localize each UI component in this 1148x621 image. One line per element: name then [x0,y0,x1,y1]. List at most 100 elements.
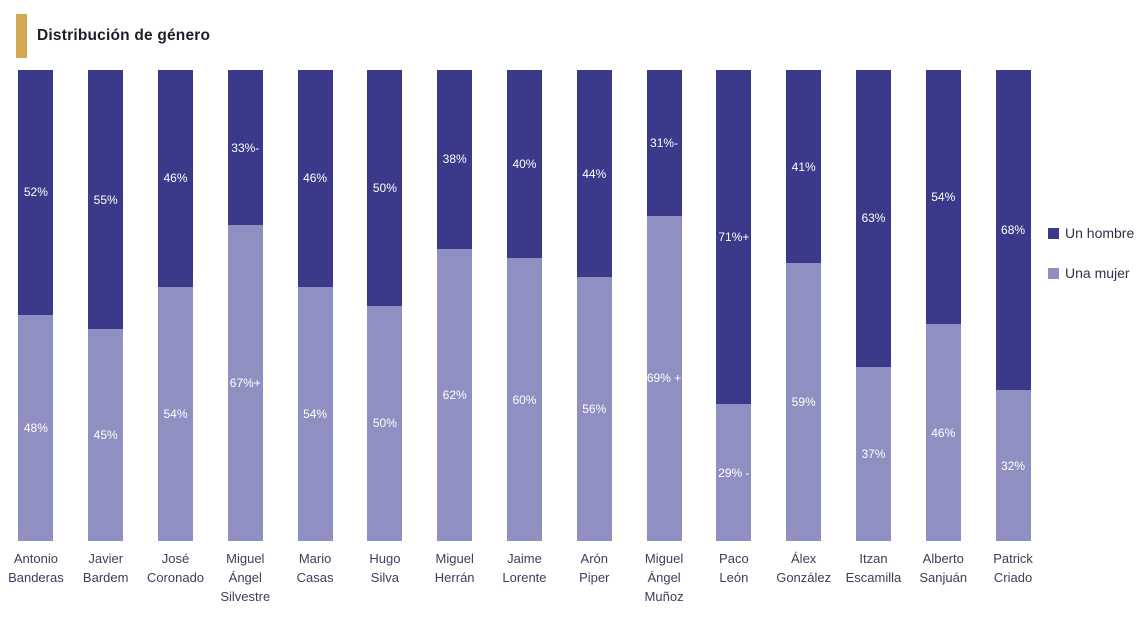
stacked-bar[interactable]: 55% 45% [88,70,124,541]
category-label: Patrick Criado [993,551,1033,585]
segment-value-label: 46% [303,171,328,186]
category-label: Alberto Sanjuán [919,551,968,585]
segment-value-label: 68% [1001,223,1026,238]
bar-column: 50% 50% [350,70,420,541]
segment-una-mujer[interactable]: 67%+ [227,225,263,541]
stacked-bar[interactable]: 46% 54% [297,70,333,541]
segment-un-hombre[interactable]: 46% [297,70,333,287]
segment-una-mujer[interactable]: 62% [437,248,473,541]
segment-value-label: 46% [931,425,956,440]
bar-column: 44% 56% [559,70,629,541]
stacked-bar[interactable]: 38% 62% [437,70,473,541]
segment-un-hombre[interactable]: 50% [367,70,403,306]
segment-una-mujer[interactable]: 45% [88,329,124,541]
bar-column: 41% 59% [769,70,839,541]
segment-value-label: 50% [372,416,397,431]
segment-un-hombre[interactable]: 71%+ [716,70,752,405]
segment-un-hombre[interactable]: 38% [437,70,473,249]
category-label: Miguel Ángel Silvestre [220,551,271,604]
segment-una-mujer[interactable]: 54% [157,286,193,541]
category-label: Itzan Escamilla [845,551,902,585]
stacked-bar[interactable]: 46% 54% [157,70,193,541]
segment-una-mujer[interactable]: 60% [506,258,542,541]
segment-un-hombre[interactable]: 33%- [227,70,263,226]
segment-una-mujer[interactable]: 48% [18,314,54,541]
segment-un-hombre[interactable]: 31%- [646,70,682,216]
segment-value-label: 40% [512,157,537,172]
stacked-bar[interactable]: 63% 37% [855,70,891,541]
bar-column: 68% 32% [978,70,1048,541]
segment-value-label: 62% [442,387,467,402]
stacked-bar[interactable]: 31%- 69% + [646,70,682,541]
segment-una-mujer[interactable]: 32% [995,390,1031,541]
segment-value-label: 63% [861,211,886,226]
segment-un-hombre[interactable]: 63% [855,70,891,367]
segment-value-label: 71%+ [718,230,750,245]
bar-column: 63% 37% [839,70,909,541]
segment-una-mujer[interactable]: 37% [855,366,891,541]
segment-value-label: 31%- [650,136,679,150]
segment-una-mujer[interactable]: 29% - [716,404,752,541]
segment-un-hombre[interactable]: 68% [995,70,1031,391]
legend-item-una-mujer[interactable]: Una mujer [1048,265,1134,281]
segment-una-mujer[interactable]: 56% [576,277,612,541]
stacked-bar[interactable]: 40% 60% [506,70,542,541]
stacked-bar[interactable]: 68% 32% [995,70,1031,541]
segment-value-label: 38% [442,152,467,167]
segment-una-mujer[interactable]: 50% [367,305,403,541]
segment-un-hombre[interactable]: 55% [88,70,124,330]
segment-un-hombre[interactable]: 54% [925,70,961,325]
segment-value-label: 54% [163,406,188,421]
stacked-bar[interactable]: 52% 48% [18,70,54,541]
segment-una-mujer[interactable]: 46% [925,324,961,541]
stacked-bar[interactable]: 71%+ 29% - [716,70,752,541]
segment-un-hombre[interactable]: 52% [18,70,54,315]
bar-column: 40% 60% [490,70,560,541]
category-label: Hugo Silva [369,551,401,585]
category-label: Antonio Banderas [8,551,64,585]
segment-un-hombre[interactable]: 46% [157,70,193,287]
bar-column: 71%+ 29% - [699,70,769,541]
stacked-bar[interactable]: 50% 50% [367,70,403,541]
stacked-bar[interactable]: 54% 46% [925,70,961,541]
stacked-bar[interactable]: 44% 56% [576,70,612,541]
segment-una-mujer[interactable]: 59% [786,263,822,541]
segment-value-label: 60% [512,392,537,407]
bar-column: 55% 45% [71,70,141,541]
segment-una-mujer[interactable]: 54% [297,286,333,541]
category-label: Miguel Herrán [434,551,475,585]
legend-label: Una mujer [1065,265,1130,281]
bar-column: 33%- 67%+ [210,70,280,541]
segment-value-label: 54% [303,406,328,421]
segment-value-label: 67%+ [229,376,261,391]
category-label: Paco León [719,551,749,585]
plot-area: 52% 48% 55% 45% 46% 54% 33%- 67%+ 46% 54% 50% 50% 38… [1,70,1048,541]
segment-value-label: 46% [163,171,188,186]
bar-column: 54% 46% [908,70,978,541]
segment-un-hombre[interactable]: 40% [506,70,542,259]
segment-value-label: 59% [791,395,816,410]
segment-value-label: 37% [861,446,886,461]
segment-value-label: 69% + [646,371,682,386]
category-label: Álex González [776,551,832,585]
legend-swatch-icon [1048,227,1059,239]
chart-header: Distribución de género [16,14,210,58]
bar-column: 46% 54% [141,70,211,541]
segment-value-label: 50% [372,180,397,195]
segment-una-mujer[interactable]: 69% + [646,216,682,541]
segment-value-label: 33%- [231,140,260,155]
segment-value-label: 41% [791,159,816,174]
segment-value-label: 56% [582,402,607,417]
segment-value-label: 55% [93,192,118,207]
chart-title: Distribución de género [37,27,211,44]
category-label: Jaime Lorente [502,551,547,585]
legend-label: Un hombre [1065,225,1135,241]
stacked-bar[interactable]: 41% 59% [786,70,822,541]
segment-un-hombre[interactable]: 44% [576,70,612,278]
category-label: José Coronado [146,551,205,585]
stacked-bar[interactable]: 33%- 67%+ [227,70,263,541]
bar-column: 46% 54% [280,70,350,541]
segment-un-hombre[interactable]: 41% [786,70,822,264]
legend-item-un-hombre[interactable]: Un hombre [1048,225,1135,241]
segment-value-label: 29% - [718,465,750,480]
